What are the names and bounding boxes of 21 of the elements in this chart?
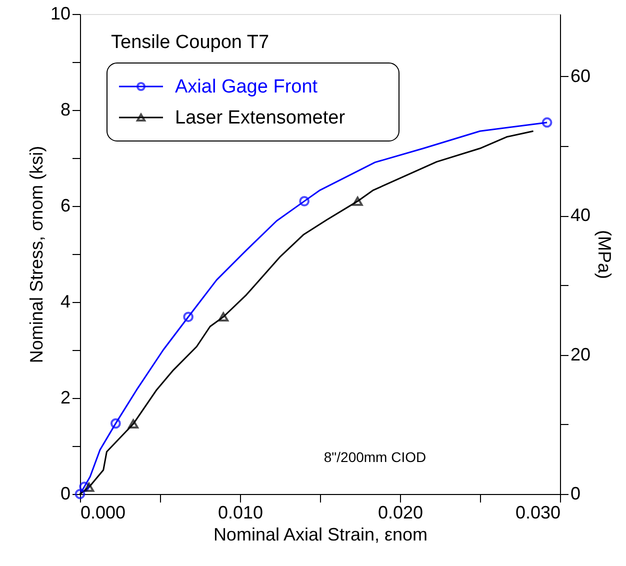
x-tick-label: 0.030	[515, 502, 560, 522]
legend-label: Axial Gage Front	[175, 76, 318, 98]
y-tick-label: 4	[60, 292, 70, 312]
x-tick-label: 0.000	[80, 502, 126, 522]
y-tick-label: 8	[60, 100, 70, 120]
y-tick-label: 10	[50, 4, 70, 24]
annotation: 8"/200mm CIOD	[324, 449, 426, 465]
y-tick-label: 6	[60, 196, 70, 216]
legend-label: Laser Extensometer	[175, 108, 346, 128]
y2-tick-label: 0	[570, 484, 581, 504]
y2-tick-label: 60	[570, 66, 591, 86]
y2-axis-title: (MPa)	[594, 230, 615, 279]
x-tick-label: 0.020	[378, 502, 424, 522]
x-tick-label: 0.010	[218, 502, 264, 522]
x-axis-title: Nominal Axial Strain, εnom	[213, 524, 428, 544]
y-axis-title: Nominal Stress, σnom (ksi)	[26, 146, 46, 364]
y2-tick-label: 40	[570, 205, 591, 226]
text: Tensile Coupon T7	[111, 32, 270, 53]
y-tick-label: 0	[60, 484, 70, 504]
y2-tick-label: 20	[570, 344, 591, 364]
y-tick-label: 2	[60, 388, 70, 408]
